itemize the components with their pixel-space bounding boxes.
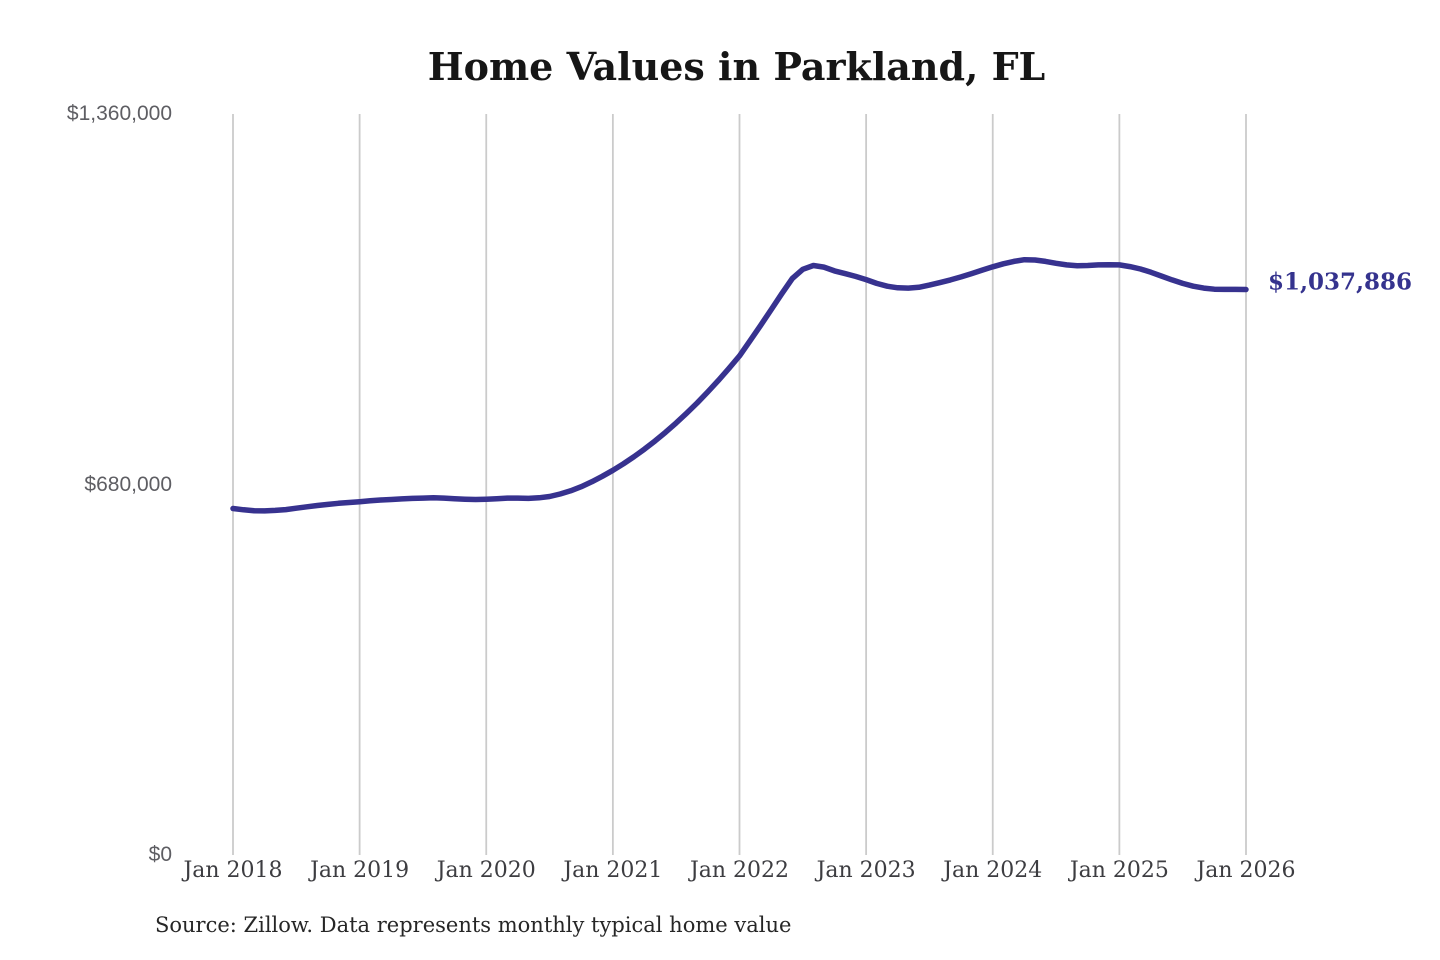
- x-tick-label: Jan 2018: [183, 858, 283, 883]
- y-tick-label: $680,000: [84, 472, 172, 496]
- y-tick-label: $0: [148, 843, 172, 866]
- x-tick-label: Jan 2023: [816, 858, 916, 883]
- source-note: Source: Zillow. Data represents monthly …: [155, 913, 792, 937]
- x-tick-label: Jan 2020: [436, 858, 536, 883]
- x-tick-label: Jan 2019: [310, 858, 410, 883]
- x-tick-label: Jan 2026: [1196, 858, 1296, 883]
- chart-title: Home Values in Parkland, FL: [427, 44, 1046, 89]
- y-tick-label: $1,360,000: [66, 102, 172, 125]
- x-tick-label: Jan 2024: [943, 858, 1043, 883]
- x-tick-label: Jan 2025: [1069, 858, 1169, 883]
- x-tick-label: Jan 2022: [689, 858, 790, 883]
- latest-value-label: $1,037,886: [1268, 268, 1413, 295]
- x-tick-label: Jan 2021: [563, 858, 663, 883]
- home-value-line: [230, 256, 1249, 514]
